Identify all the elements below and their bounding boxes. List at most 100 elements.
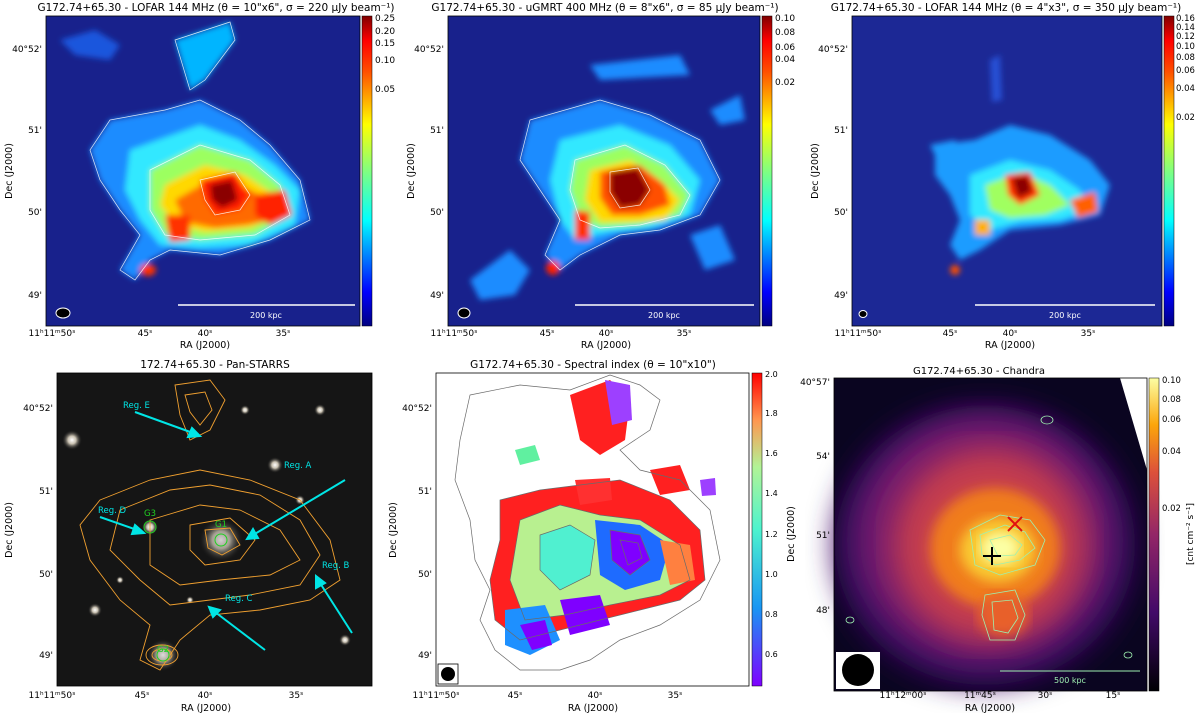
region-arrows <box>99 411 353 651</box>
svg-text:40°52': 40°52' <box>414 45 444 55</box>
svg-text:35ˢ: 35ˢ <box>668 691 683 701</box>
svg-text:54': 54' <box>816 452 830 462</box>
svg-text:49': 49' <box>418 651 432 661</box>
colorbar-ticks: 0.25 0.20 0.15 0.10 0.05 <box>375 14 395 95</box>
svg-text:51': 51' <box>39 487 53 497</box>
beam-ellipse <box>441 667 455 681</box>
svg-text:49': 49' <box>834 291 848 301</box>
svg-text:11ʰ11ᵐ50ˢ: 11ʰ11ᵐ50ˢ <box>431 329 478 339</box>
y-ticks: 40°57' 54' 51' 48' <box>800 378 830 616</box>
colorbar-ticks: 0.16 0.14 0.12 0.10 0.08 0.06 0.04 0.02 <box>1176 14 1195 123</box>
svg-text:0.08: 0.08 <box>1162 395 1181 405</box>
y-axis-label: Dec (J2000) <box>4 502 15 558</box>
svg-text:35ˢ: 35ˢ <box>677 329 692 339</box>
svg-text:0.12: 0.12 <box>1176 32 1195 42</box>
spectral-index-map <box>490 380 716 655</box>
svg-text:G3: G3 <box>144 509 156 519</box>
colorbar-ticks: 2.0 1.8 1.6 1.4 1.2 1.0 0.8 0.6 <box>765 370 778 659</box>
x-axis-label: RA (J2000) <box>568 703 618 714</box>
svg-text:49': 49' <box>28 291 42 301</box>
svg-text:35ˢ: 35ˢ <box>1081 329 1096 339</box>
x-ticks: 11ʰ11ᵐ50ˢ 45ˢ 40ˢ 35ˢ <box>29 691 304 701</box>
svg-text:40°52': 40°52' <box>818 45 848 55</box>
panel-title: G172.74+65.30 - Spectral index (θ = 10"x… <box>470 359 716 371</box>
svg-text:50': 50' <box>418 570 432 580</box>
svg-text:0.6: 0.6 <box>765 650 778 659</box>
svg-text:Reg. C: Reg. C <box>225 594 253 604</box>
panel-chandra: G172.74+65.30 - Chandra <box>786 366 1196 714</box>
y-ticks: 40°52' 51' 50' 49' <box>12 45 42 301</box>
svg-text:49': 49' <box>430 291 444 301</box>
svg-text:40°57': 40°57' <box>800 378 830 388</box>
svg-text:0.10: 0.10 <box>775 14 795 24</box>
svg-text:50': 50' <box>28 208 42 218</box>
svg-text:Reg. A: Reg. A <box>284 461 312 471</box>
svg-text:30ˢ: 30ˢ <box>1038 691 1053 701</box>
galaxy-marker-g3 <box>143 520 157 534</box>
svg-text:G1: G1 <box>215 520 227 530</box>
svg-text:51': 51' <box>418 487 432 497</box>
svg-text:0.04: 0.04 <box>1176 84 1195 94</box>
svg-text:45ˢ: 45ˢ <box>138 329 153 339</box>
svg-text:2.0: 2.0 <box>765 370 778 379</box>
panel-title: G172.74+65.30 - LOFAR 144 MHz (θ = 10"x6… <box>37 2 394 14</box>
panel-title: G172.74+65.30 - LOFAR 144 MHz (θ = 4"x3"… <box>831 2 1181 14</box>
svg-text:40°52': 40°52' <box>12 45 42 55</box>
svg-text:40°52': 40°52' <box>402 404 432 414</box>
x-axis-label: RA (J2000) <box>181 703 231 714</box>
svg-text:11ᵐ45ˢ: 11ᵐ45ˢ <box>964 691 996 701</box>
contours <box>454 374 721 671</box>
x-axis-label: RA (J2000) <box>985 340 1035 351</box>
panel-panstarrs: 172.74+65.30 - Pan-STARRS <box>4 359 373 714</box>
colorbar-ticks: 0.10 0.08 0.06 0.04 0.02 <box>775 14 795 88</box>
radio-emission <box>470 55 745 300</box>
colorbar <box>1163 15 1175 327</box>
y-ticks: 40°52' 51' 50' 49' <box>414 45 444 301</box>
beam-ellipse <box>457 307 471 319</box>
svg-text:11ʰ11ᵐ50ˢ: 11ʰ11ᵐ50ˢ <box>413 691 460 701</box>
svg-text:35ˢ: 35ˢ <box>289 691 304 701</box>
svg-text:45ˢ: 45ˢ <box>943 329 958 339</box>
region-labels: Reg. E Reg. A Reg. D Reg. B Reg. C <box>98 401 350 604</box>
svg-text:1.6: 1.6 <box>765 449 778 458</box>
panel-title: G172.74+65.30 - uGMRT 400 MHz (θ = 8"x6"… <box>431 2 778 14</box>
svg-text:0.05: 0.05 <box>375 85 395 95</box>
scale-bar-label: 500 kpc <box>1054 676 1086 685</box>
svg-text:51': 51' <box>834 126 848 136</box>
scale-bar-label: 200 kpc <box>1049 311 1081 320</box>
svg-text:0.02: 0.02 <box>1176 113 1195 123</box>
panel-lofar-10: G172.74+65.30 - LOFAR 144 MHz (θ = 10"x6… <box>4 2 395 351</box>
y-axis-label: Dec (J2000) <box>786 506 797 562</box>
galaxy-marker-g2 <box>156 648 170 662</box>
galaxy-marker-g1 <box>214 533 228 547</box>
cross-marker <box>983 547 1001 565</box>
colorbar <box>361 15 373 327</box>
radio-emission <box>60 22 310 280</box>
contours <box>519 99 721 271</box>
svg-text:51': 51' <box>430 126 444 136</box>
svg-text:40ˢ: 40ˢ <box>198 329 213 339</box>
svg-text:1.8: 1.8 <box>765 409 778 418</box>
beam-ellipse <box>858 310 868 318</box>
x-marker <box>1007 516 1023 532</box>
svg-text:51': 51' <box>28 126 42 136</box>
svg-text:0.02: 0.02 <box>1162 504 1181 514</box>
x-axis-label: RA (J2000) <box>965 703 1015 714</box>
svg-text:15ˢ: 15ˢ <box>1106 691 1121 701</box>
svg-text:Reg. D: Reg. D <box>98 506 127 516</box>
svg-text:50': 50' <box>834 208 848 218</box>
svg-text:1.2: 1.2 <box>765 530 778 539</box>
panel-lofar-4: G172.74+65.30 - LOFAR 144 MHz (θ = 4"x3"… <box>810 2 1195 351</box>
x-ticks: 11ʰ11ᵐ50ˢ 45ˢ 40ˢ 35ˢ <box>413 691 683 701</box>
scale-bar-label: 200 kpc <box>648 311 680 320</box>
svg-text:40°52': 40°52' <box>23 404 53 414</box>
svg-text:49': 49' <box>39 651 53 661</box>
svg-text:0.14: 0.14 <box>1176 23 1195 33</box>
xray-emission <box>835 405 1135 685</box>
svg-text:0.25: 0.25 <box>375 14 395 24</box>
svg-text:0.04: 0.04 <box>775 55 795 65</box>
y-axis-label: Dec (J2000) <box>4 143 15 199</box>
svg-text:0.8: 0.8 <box>765 610 778 619</box>
svg-text:45ˢ: 45ˢ <box>135 691 150 701</box>
